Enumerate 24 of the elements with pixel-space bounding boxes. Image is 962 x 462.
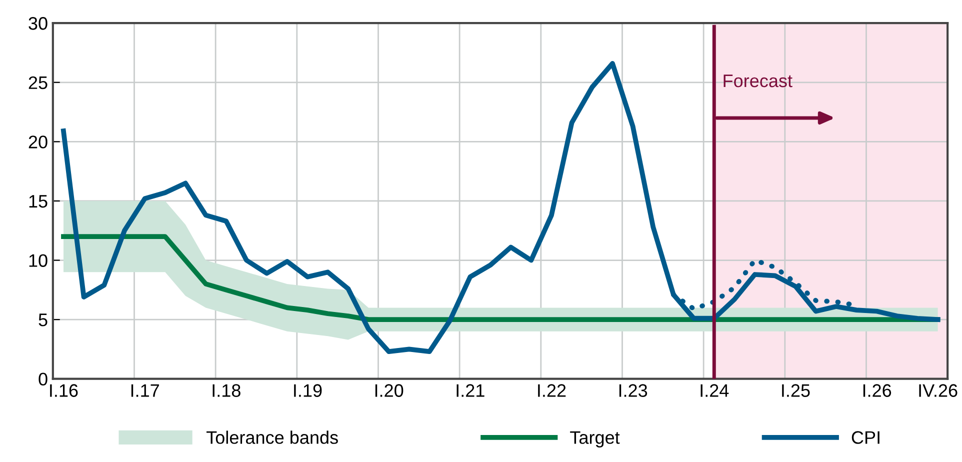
y-tick-label: 20 [28, 136, 48, 148]
legend-label: Target [570, 431, 620, 448]
x-tick-label: I.20 [375, 384, 404, 397]
y-tick-label: 5 [38, 314, 48, 326]
y-tick-label: 25 [28, 76, 48, 90]
line-series [61, 60, 940, 354]
y-tick-label: 10 [29, 254, 48, 267]
x-tick-label: I.23 [619, 384, 648, 397]
x-tick-label: I.16 [50, 384, 78, 397]
legend-label: Tolerance bands [206, 430, 338, 444]
x-tick-label: I.22 [538, 384, 566, 397]
x-tick-label: I.25 [782, 384, 810, 397]
x-tick-label: I.21 [456, 384, 484, 397]
x-tick-label: I.17 [131, 384, 159, 397]
x-tick-label: IV.26 [919, 384, 958, 397]
x-tick-label: I.18 [212, 384, 240, 397]
y-tick-label: 0 [38, 372, 48, 386]
y-tick-label: 15 [29, 195, 48, 208]
annotation: Forecast [724, 74, 792, 88]
legend-label: CPI [852, 431, 880, 444]
x-tick-label: I.24 [700, 384, 729, 397]
x-tick-label: I.19 [294, 384, 322, 397]
y-tick-label: 30 [28, 17, 48, 30]
x-tick-label: I.26 [863, 384, 892, 397]
